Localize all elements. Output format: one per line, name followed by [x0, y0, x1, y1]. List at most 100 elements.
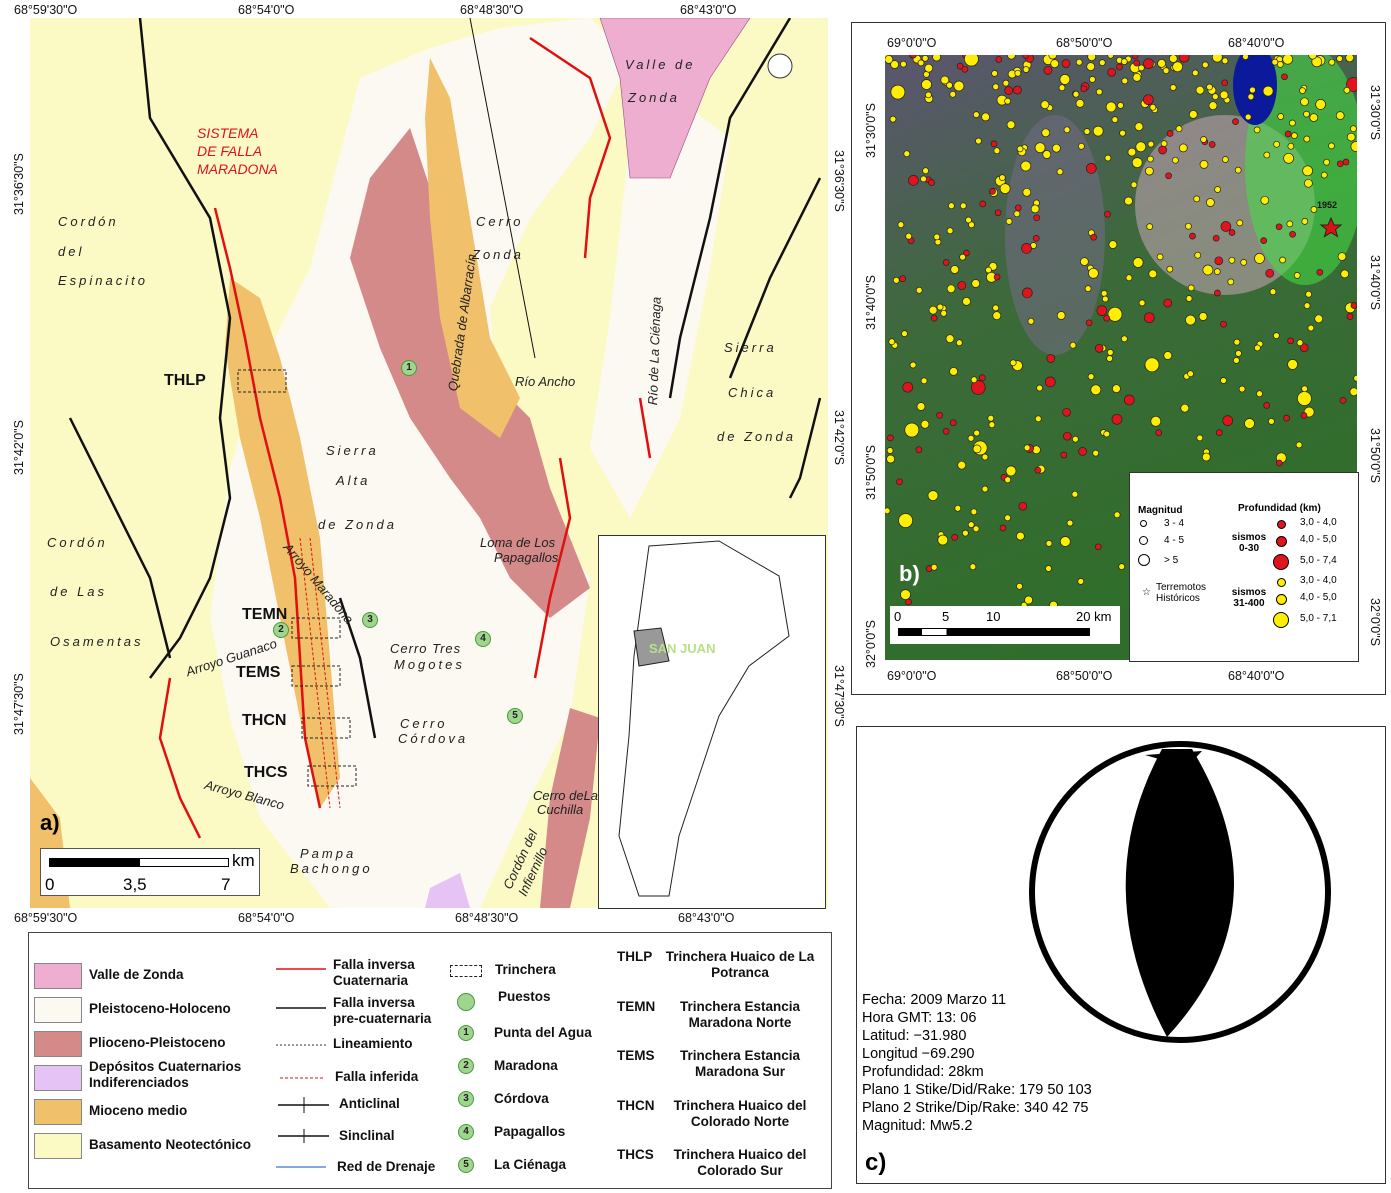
map-label: Cerro [400, 716, 448, 731]
earthquake-marker [1195, 85, 1205, 95]
coord-bottom: 68°59'30"O [14, 911, 78, 925]
earthquake-marker [1279, 256, 1286, 264]
earthquake-marker [1194, 251, 1202, 259]
earthquake-marker [955, 339, 963, 347]
earthquake-marker [1300, 97, 1309, 107]
legend-swatch [34, 1065, 82, 1091]
depth-symbol [1275, 593, 1287, 605]
earthquake-marker [989, 188, 996, 195]
earthquake-marker [1281, 73, 1288, 81]
earthquake-marker [1178, 143, 1188, 153]
earthquake-marker [1262, 85, 1274, 97]
lineament [469, 18, 536, 359]
coord-top: 68°40'0"O [1228, 36, 1285, 50]
earthquake-marker [1087, 55, 1097, 62]
earthquake-marker [988, 421, 996, 429]
earthquake-marker [1340, 269, 1350, 279]
earthquake-marker [1121, 77, 1129, 85]
earthquake-marker [1353, 374, 1357, 382]
earthquake-marker [948, 202, 955, 210]
coord-left: 31°36'30"S [12, 153, 26, 215]
earthquake-marker [921, 55, 929, 62]
earthquake-marker [995, 56, 1003, 63]
earthquake-marker [1022, 187, 1032, 197]
puesto-symbol [457, 993, 475, 1011]
earthquake-marker [1349, 387, 1357, 397]
earthquake-marker [1311, 56, 1323, 68]
earthquake-marker [1198, 312, 1208, 321]
earthquake-marker [1166, 130, 1174, 137]
puesto-number-icon: 1 [458, 1025, 474, 1041]
earthquake-marker [1016, 582, 1023, 590]
earthquake-marker [917, 59, 925, 67]
earthquake-marker [1004, 514, 1011, 522]
earthquake-marker [1185, 314, 1196, 326]
panel-c-focal-mechanism: Fecha: 2009 Marzo 11 Hora GMT: 13: 06 Lati… [856, 726, 1386, 1184]
event-info-line: Magnitud: Mw5.2 [862, 1118, 973, 1134]
earthquake-marker [1075, 99, 1085, 108]
earthquake-marker [1138, 299, 1146, 307]
coord-left: 31°40'0"S [864, 275, 878, 330]
pre-quaternary-fault [788, 397, 822, 499]
trench-label: TEMN [242, 606, 288, 623]
earthquake-marker [1193, 195, 1201, 203]
legend-swatch [34, 1099, 82, 1125]
earthquake-marker [1302, 165, 1313, 177]
earthquake-marker [1007, 55, 1016, 60]
earthquake-marker [953, 80, 965, 92]
earthquake-marker [1124, 196, 1133, 206]
earthquake-marker [1269, 288, 1277, 296]
earthquake-marker [930, 314, 938, 322]
map-label: Zonda [472, 247, 524, 262]
coord-right: 31°50'0"S [1368, 428, 1382, 483]
earthquake-marker [1286, 220, 1294, 228]
earthquake-marker [1125, 274, 1133, 282]
puesto-name: Maradona [494, 1058, 558, 1073]
earthquake-marker [1168, 55, 1178, 63]
map-label: Osamentas [50, 634, 144, 649]
earthquake-marker [1219, 90, 1229, 100]
earthquake-marker [956, 62, 964, 70]
puesto-number-icon: 4 [458, 1124, 474, 1140]
depth-range: 3,0 - 4,0 [1300, 517, 1337, 528]
earthquake-marker [920, 377, 928, 385]
map-label: del [58, 244, 85, 259]
line-symbols [276, 968, 329, 1168]
earthquake-marker [936, 411, 943, 419]
earthquake-marker [1156, 253, 1164, 261]
earthquake-marker [1132, 73, 1142, 82]
earthquake-marker [932, 55, 941, 62]
earthquake-marker [1291, 132, 1298, 139]
earthquake-marker [1147, 155, 1154, 163]
earthquake-marker [890, 60, 899, 69]
earthquake-marker [1163, 351, 1173, 360]
earthquake-marker [972, 444, 982, 454]
earthquake-marker [1189, 232, 1196, 240]
coord-top: 69°0'0"O [887, 36, 937, 50]
legend-puestos: Puestos [498, 989, 551, 1004]
earthquake-marker [1175, 125, 1183, 133]
satellite-seismicity-svg: 1952 [885, 55, 1357, 660]
earthquake-marker [1056, 311, 1066, 320]
earthquake-marker [903, 150, 911, 158]
earthquake-marker [999, 524, 1007, 532]
earthquake-marker [1106, 349, 1114, 356]
earthquake-marker [1060, 451, 1068, 459]
earthquake-marker [1072, 90, 1080, 98]
earthquake-marker [920, 419, 930, 429]
earthquake-marker [1212, 234, 1220, 242]
earthquake-marker [1185, 222, 1192, 230]
earthquake-marker [959, 253, 966, 261]
map-label: Chica [728, 385, 777, 400]
coord-bottom: 68°43'0"O [678, 911, 735, 925]
miocene-area [225, 278, 340, 808]
puesto-marker: 2 [273, 622, 289, 638]
earthquake-marker [1303, 135, 1311, 143]
earthquake-marker [1092, 125, 1104, 137]
earthquake-marker [1111, 413, 1123, 425]
earthquake-marker [1088, 267, 1099, 279]
earthquake-marker [1034, 466, 1042, 474]
earthquake-marker [1092, 449, 1100, 457]
earthquake-marker [942, 428, 950, 435]
earthquake-marker [1077, 578, 1085, 585]
